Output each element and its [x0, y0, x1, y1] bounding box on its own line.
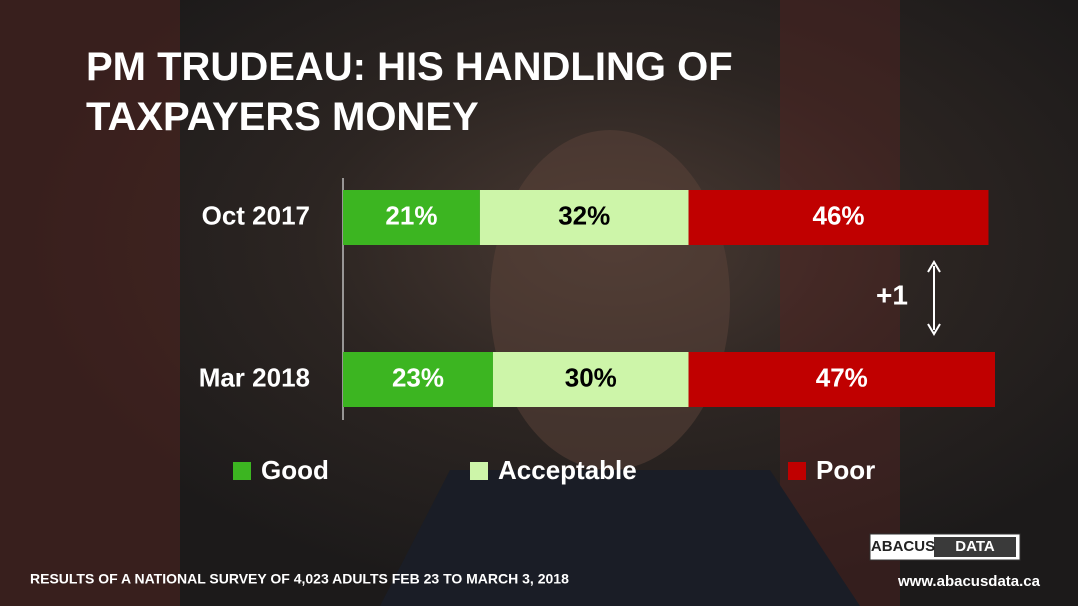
legend-label: Poor — [816, 455, 875, 485]
legend-label: Acceptable — [498, 455, 637, 485]
value-label: 21% — [385, 200, 437, 230]
bar-segment — [492, 352, 689, 407]
y-tick-label: Mar 2018 — [199, 362, 310, 392]
bar-segment — [688, 190, 989, 245]
chart-title: PM TRUDEAU: HIS HANDLING OF TAXPAYERS MO… — [86, 45, 733, 139]
bar-segment — [688, 352, 995, 407]
legend-swatch — [788, 462, 806, 480]
background-figure — [380, 470, 860, 606]
bar-segment — [479, 190, 689, 245]
logo-dark — [934, 537, 1016, 557]
y-tick-label: Oct 2017 — [202, 200, 310, 230]
annotation: +1 — [876, 279, 908, 310]
change-arrow-heads — [927, 260, 941, 336]
value-label: 30% — [565, 362, 617, 392]
background-flag — [0, 0, 180, 606]
value-label: 23% — [392, 362, 444, 392]
legend-swatch — [233, 462, 251, 480]
bar-segment — [343, 352, 493, 407]
logo-left: ABACUS — [871, 538, 935, 555]
logo-right: DATA — [955, 538, 995, 555]
value-label: 46% — [812, 200, 864, 230]
logo-url: www.abacusdata.ca — [897, 573, 1041, 590]
value-label: 32% — [558, 200, 610, 230]
background-figure — [490, 130, 730, 470]
footnote: RESULTS OF A NATIONAL SURVEY OF 4,023 AD… — [30, 571, 569, 587]
value-label: 47% — [816, 362, 868, 392]
background-flag — [780, 0, 900, 606]
legend-label: Good — [261, 455, 329, 485]
legend-swatch — [470, 462, 488, 480]
bar-segment — [343, 190, 480, 245]
